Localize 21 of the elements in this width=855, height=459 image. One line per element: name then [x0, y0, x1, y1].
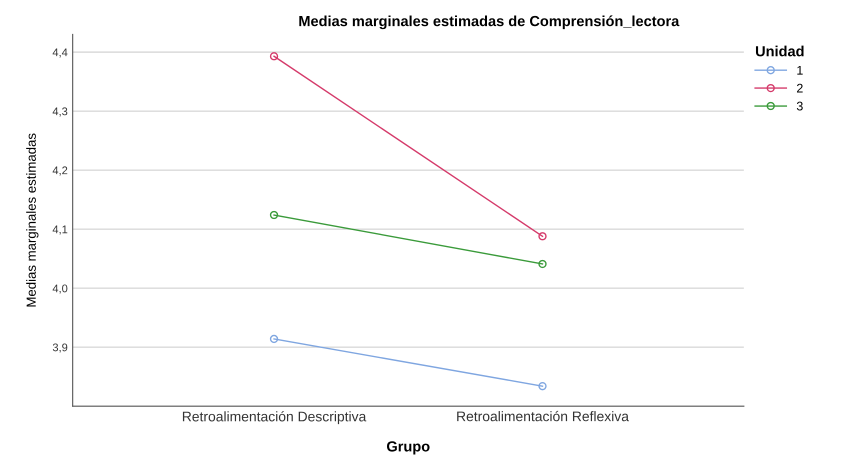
y-tick-label: 4,3	[52, 107, 68, 117]
point	[270, 210, 278, 220]
x-axis-title: Grupo	[386, 441, 430, 454]
point	[538, 232, 547, 240]
legend-label: 2	[796, 84, 803, 92]
y-tick-label: 4,1	[52, 226, 68, 235]
chart-title: Medias marginales estimadas de Comprensión_lectora	[299, 15, 680, 30]
y-tick-label: 3,9	[52, 343, 68, 353]
y-tick-label: 4,4	[52, 48, 68, 58]
y-tick-label: 4,2	[52, 166, 68, 176]
y-axis-title: Medias marginales estimadas	[26, 134, 38, 306]
point	[538, 260, 547, 268]
legend-label: 3	[796, 102, 803, 111]
x-tick-label: Retroalimentación Reflexiva	[457, 410, 629, 422]
legend-label: 1	[797, 66, 803, 75]
point	[270, 52, 278, 60]
point	[538, 382, 547, 390]
x-tick-label: Retroalimentación Descriptiva	[182, 411, 366, 424]
legend-title: Unidad	[756, 46, 804, 56]
y-tick-label: 4,0	[52, 284, 68, 294]
point	[270, 334, 278, 344]
